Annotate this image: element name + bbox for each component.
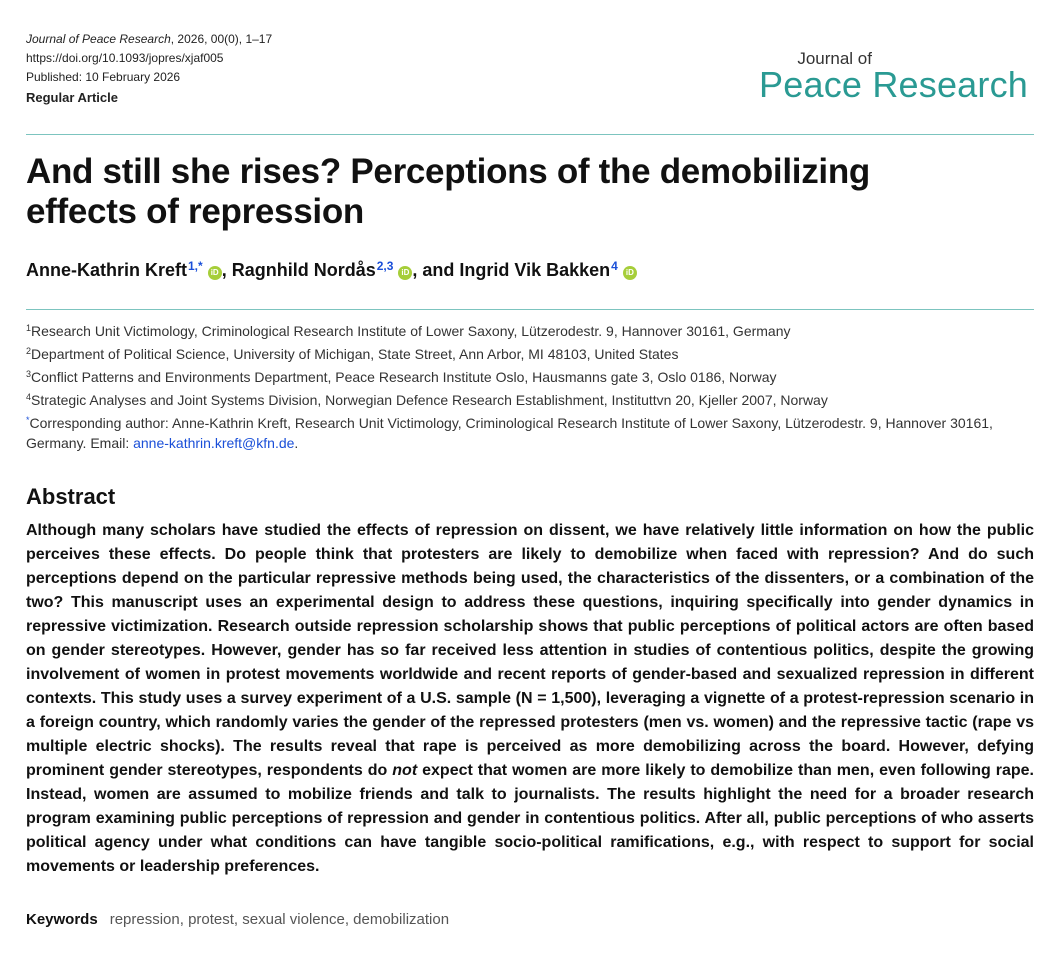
orcid-icon[interactable]: iD <box>622 266 637 280</box>
abstract-part-2: expect that women are more likely to dem… <box>26 762 1034 875</box>
journal-name: Journal of Peace Research <box>26 32 171 46</box>
affiliation-item: 4Strategic Analyses and Joint Systems Di… <box>26 387 1036 410</box>
journal-logo: Journal of Peace Research <box>759 50 1028 103</box>
affiliation-marker: 4 <box>26 392 32 402</box>
header-divider <box>26 134 1034 135</box>
author-list: Anne-Kathrin Kreft1,* iD, Ragnhild Nordås… <box>26 259 637 281</box>
logo-big-text: Peace Research <box>759 64 1028 105</box>
email-link[interactable]: anne-kathrin.kreft@kfn.de <box>133 435 295 451</box>
affiliation-text: Department of Political Science, Univers… <box>31 346 679 362</box>
abstract-part-1: Although many scholars have studied the … <box>26 522 1034 779</box>
affiliation-marker: 3 <box>26 369 32 379</box>
doi-link[interactable]: https://doi.org/10.1093/jopres/xjaf005 <box>26 51 224 65</box>
article-type: Regular Article <box>26 90 118 105</box>
keywords-line: Keywords repression, protest, sexual viol… <box>26 911 449 928</box>
affiliation-text: Strategic Analyses and Joint Systems Div… <box>31 392 828 408</box>
abstract-heading: Abstract <box>26 484 116 509</box>
keywords-text: repression, protest, sexual violence, de… <box>109 911 450 928</box>
author-name[interactable]: Ingrid Vik Bakken <box>459 260 611 280</box>
affiliation-marker: 2 <box>26 346 32 356</box>
corresponding-author: *Corresponding author: Anne-Kathrin Kref… <box>26 410 1036 453</box>
citation-details: , 2026, 00(0), 1–17 <box>170 32 273 46</box>
affiliation-text: Conflict Patterns and Environments Depar… <box>31 369 777 385</box>
author-affiliation-ref[interactable]: 2,3 <box>376 259 394 273</box>
author-name[interactable]: Anne-Kathrin Kreft <box>26 260 187 280</box>
affiliation-list: 1Research Unit Victimology, Criminologic… <box>26 318 1036 453</box>
abstract-text: Although many scholars have studied the … <box>26 519 1034 879</box>
affiliation-text: Research Unit Victimology, Criminologica… <box>31 323 791 339</box>
affiliation-divider <box>26 309 1034 310</box>
title-line-1: And still she rises? Perceptions of the … <box>26 152 870 191</box>
corresponding-tail: . <box>294 435 299 451</box>
keywords-label: Keywords <box>26 911 98 928</box>
published-date: Published: 10 February 2026 <box>26 70 181 84</box>
paper-title: And still she rises? Perceptions of the … <box>26 152 1026 232</box>
corresponding-marker: * <box>26 415 30 425</box>
orcid-icon[interactable]: iD <box>207 266 222 280</box>
author-separator: , and <box>412 260 460 280</box>
author-name[interactable]: Ragnhild Nordås <box>231 260 376 280</box>
affiliation-item: 2Department of Political Science, Univer… <box>26 341 1036 364</box>
author-affiliation-ref[interactable]: 1,* <box>188 259 203 273</box>
affiliation-item: 3Conflict Patterns and Environments Depa… <box>26 364 1036 387</box>
abstract-emphasis: not <box>392 762 418 779</box>
logo-small-text: Journal of <box>797 49 872 68</box>
article-meta: Journal of Peace Research, 2026, 00(0), … <box>26 30 272 107</box>
orcid-icon[interactable]: iD <box>398 266 413 280</box>
affiliation-item: 1Research Unit Victimology, Criminologic… <box>26 318 1036 341</box>
corresponding-text: Corresponding author: Anne-Kathrin Kreft… <box>26 415 993 451</box>
affiliation-marker: 1 <box>26 323 32 333</box>
citation-line: Journal of Peace Research, 2026, 00(0), … <box>26 30 272 49</box>
title-line-2: effects of repression <box>26 192 364 231</box>
author-separator: , <box>221 260 232 280</box>
author-affiliation-ref[interactable]: 4 <box>611 259 618 273</box>
